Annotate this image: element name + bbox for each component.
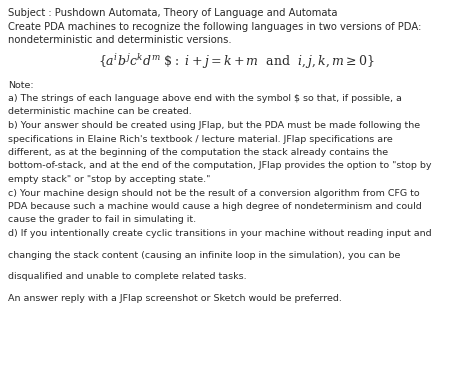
Text: Note:: Note: — [8, 81, 34, 89]
Text: nondeterministic and deterministic versions.: nondeterministic and deterministic versi… — [8, 35, 232, 45]
Text: disqualified and unable to complete related tasks.: disqualified and unable to complete rela… — [8, 272, 246, 281]
Text: d) If you intentionally create cyclic transitions in your machine without readin: d) If you intentionally create cyclic tr… — [8, 229, 432, 238]
Text: $\{a^ib^jc^kd^m\ \$:\ i+j=k+m$  and  $i,j,k,m\geq0\}$: $\{a^ib^jc^kd^m\ \$:\ i+j=k+m$ and $i,j,… — [99, 52, 375, 71]
Text: a) The strings of each language above end with the symbol $ so that, if possible: a) The strings of each language above en… — [8, 94, 402, 103]
Text: changing the stack content (causing an infinite loop in the simulation), you can: changing the stack content (causing an i… — [8, 251, 401, 260]
Text: deterministic machine can be created.: deterministic machine can be created. — [8, 107, 192, 116]
Text: An answer reply with a JFlap screenshot or Sketch would be preferred.: An answer reply with a JFlap screenshot … — [8, 294, 342, 303]
Text: Create PDA machines to recognize the following languages in two versions of PDA:: Create PDA machines to recognize the fol… — [8, 21, 421, 32]
Text: c) Your machine design should not be the result of a conversion algorithm from C: c) Your machine design should not be the… — [8, 188, 419, 198]
Text: cause the grader to fail in simulating it.: cause the grader to fail in simulating i… — [8, 216, 196, 224]
Text: different, as at the beginning of the computation the stack already contains the: different, as at the beginning of the co… — [8, 148, 388, 157]
Text: Subject : Pushdown Automata, Theory of Language and Automata: Subject : Pushdown Automata, Theory of L… — [8, 8, 337, 18]
Text: bottom-of-stack, and at the end of the computation, JFlap provides the option to: bottom-of-stack, and at the end of the c… — [8, 161, 431, 170]
Text: empty stack" or "stop by accepting state.": empty stack" or "stop by accepting state… — [8, 175, 210, 184]
Text: specifications in Elaine Rich's textbook / lecture material. JFlap specification: specifications in Elaine Rich's textbook… — [8, 135, 393, 144]
Text: b) Your answer should be created using JFlap, but the PDA must be made following: b) Your answer should be created using J… — [8, 121, 420, 130]
Text: PDA because such a machine would cause a high degree of nondeterminism and could: PDA because such a machine would cause a… — [8, 202, 422, 211]
